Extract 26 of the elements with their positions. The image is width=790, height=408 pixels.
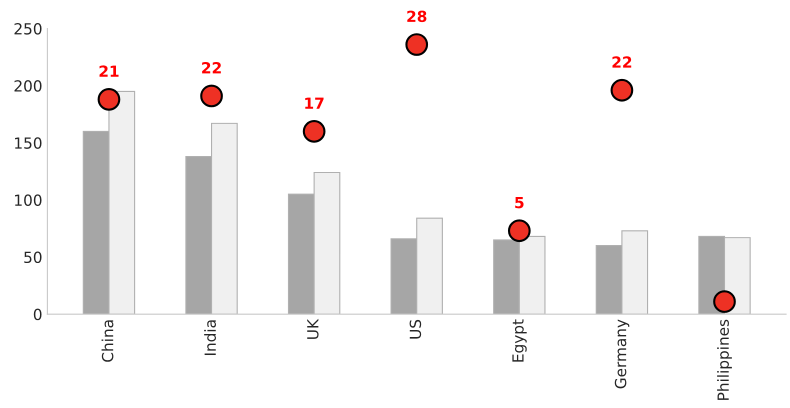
x-tick-label: UK xyxy=(307,318,319,339)
point xyxy=(610,78,634,102)
x-tick-label: Germany xyxy=(614,319,630,388)
point xyxy=(713,290,736,313)
x-tick-label: US xyxy=(410,320,422,339)
annotation: 22 xyxy=(202,62,221,74)
point xyxy=(98,88,120,111)
point xyxy=(302,120,326,143)
x-tick-label: Egypt xyxy=(512,319,527,362)
y-tick-label: 100 xyxy=(15,194,42,206)
x-tick-label: India xyxy=(204,320,216,356)
point xyxy=(200,84,223,108)
annotation: 22 xyxy=(612,56,632,68)
x-tick-label: Philippines xyxy=(717,320,732,400)
annotation: 21 xyxy=(100,65,119,77)
annotation: 5 xyxy=(515,197,524,208)
annotation: 28 xyxy=(407,10,426,22)
y-tick-label: 50 xyxy=(24,252,42,264)
y-tick-label: 200 xyxy=(14,80,42,92)
y-tick-label: 0 xyxy=(34,308,42,320)
annotation: 17 xyxy=(305,98,324,109)
y-tick-label: 250 xyxy=(14,23,42,35)
y-tick-label: 150 xyxy=(15,137,42,149)
point xyxy=(508,219,531,242)
point xyxy=(405,33,428,56)
x-tick-label: China xyxy=(102,320,114,362)
